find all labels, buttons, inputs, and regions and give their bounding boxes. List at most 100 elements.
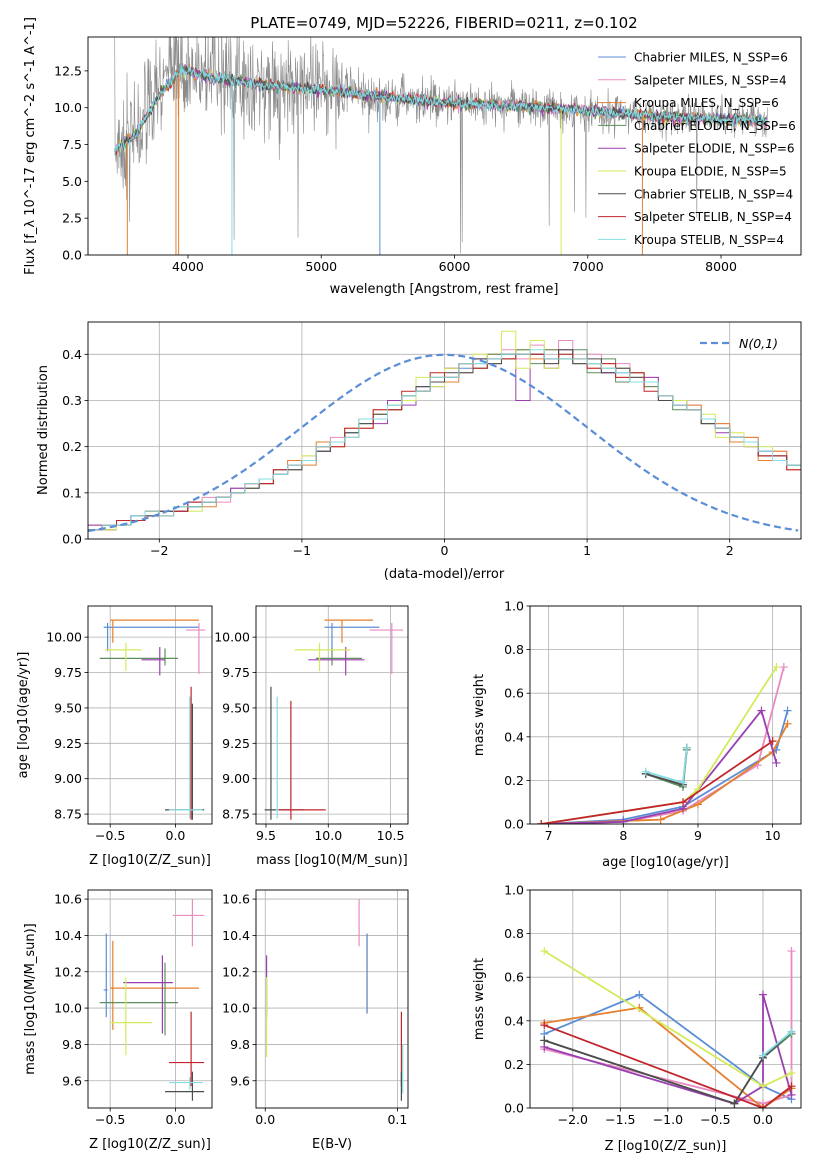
y-tick-label: 0.8 bbox=[504, 642, 524, 657]
weight-line bbox=[762, 1031, 793, 1057]
y-tick-label: 0.6 bbox=[504, 970, 524, 985]
weight-line bbox=[645, 747, 688, 786]
weight-marker bbox=[693, 800, 702, 809]
y-tick-label: 2.5 bbox=[62, 211, 82, 226]
x-tick-label: 10.0 bbox=[314, 828, 342, 843]
weight_vs_Z-xlabel: Z [log10(Z/Z_sun)] bbox=[605, 1139, 727, 1154]
x-tick-label: 10 bbox=[765, 828, 781, 843]
y-tick-label: 9.00 bbox=[222, 771, 250, 786]
weight-line bbox=[543, 1024, 793, 1108]
weight-marker bbox=[772, 758, 781, 767]
weight-marker bbox=[679, 778, 688, 787]
weight-marker bbox=[783, 719, 792, 728]
residuals-axes: −2 −1 0 1 2 0.0 0.1 0.2 0.3 0.4 bbox=[62, 322, 801, 558]
x-tick-label: 9 bbox=[694, 828, 702, 843]
weight-marker bbox=[772, 663, 781, 672]
spectrum-xlabel: wavelength [Angstrom, rest frame] bbox=[330, 282, 559, 297]
weight-marker bbox=[783, 706, 792, 715]
histogram-series bbox=[88, 349, 801, 531]
x-tick-label: 8 bbox=[619, 828, 627, 843]
age_vs_mass-axes: 9.5 10.0 10.5 8.75 9.00 9.25 9.50 9.75 10.00 bbox=[214, 606, 408, 843]
residuals-ylabel: Normed distribution bbox=[36, 365, 51, 495]
y-tick-label: 0.0 bbox=[62, 532, 82, 547]
y-tick-label: 12.5 bbox=[54, 63, 82, 78]
weight-marker bbox=[787, 1090, 796, 1099]
weight-marker bbox=[787, 947, 796, 956]
x-tick-label: 10.5 bbox=[377, 828, 405, 843]
mass_vs_ebv-frame bbox=[255, 889, 409, 1109]
mass_vs_Z-ylabel: mass [log10(M/M_sun)] bbox=[23, 923, 38, 1075]
y-tick-label: 10.00 bbox=[214, 630, 250, 645]
legend-label: Chabrier STELIB, N_SSP=4 bbox=[634, 187, 793, 201]
spectrum-legend: Chabrier MILES, N_SSP=6 Salpeter MILES, N… bbox=[598, 51, 796, 247]
x-tick-label: 8000 bbox=[705, 259, 737, 274]
weight_vs_Z-lines bbox=[540, 947, 796, 1108]
weight_vs_Z-frame bbox=[529, 889, 802, 1109]
histogram-series bbox=[88, 353, 801, 531]
weight-marker bbox=[682, 743, 691, 752]
weight-marker bbox=[679, 798, 688, 807]
y-tick-label: 8.75 bbox=[54, 807, 82, 822]
weight-marker bbox=[656, 815, 665, 824]
y-tick-label: 0.2 bbox=[62, 439, 82, 454]
x-tick-label: 0.0 bbox=[753, 1112, 773, 1127]
mass_vs_Z-xlabel: Z [log10(Z/Z_sun)] bbox=[89, 1137, 211, 1152]
weight-marker bbox=[619, 817, 628, 824]
mass_vs_ebv-xlabel: E(B-V) bbox=[312, 1137, 352, 1152]
y-tick-label: 10.2 bbox=[222, 964, 250, 979]
y-tick-label: 9.8 bbox=[62, 1037, 82, 1052]
weight-marker bbox=[758, 1082, 767, 1091]
x-tick-label: −1.0 bbox=[653, 1112, 683, 1127]
y-tick-label: 9.8 bbox=[230, 1037, 250, 1052]
x-tick-label: 6000 bbox=[439, 259, 471, 274]
histogram-series bbox=[88, 349, 801, 531]
mass_vs_Z-frame bbox=[87, 889, 213, 1109]
y-tick-label: 9.6 bbox=[62, 1073, 82, 1088]
weight-line bbox=[645, 747, 688, 784]
y-tick-label: 9.75 bbox=[54, 665, 82, 680]
legend-label: Chabrier MILES, N_SSP=6 bbox=[634, 51, 788, 65]
weight-marker bbox=[787, 1069, 796, 1078]
y-tick-label: 0.4 bbox=[504, 729, 524, 744]
x-tick-label: 5000 bbox=[305, 259, 337, 274]
y-tick-label: 10.0 bbox=[222, 1001, 250, 1016]
x-tick-label: 0.1 bbox=[387, 1112, 407, 1127]
histogram-series bbox=[88, 340, 801, 531]
y-tick-label: 10.6 bbox=[222, 892, 250, 907]
weight-marker bbox=[537, 820, 546, 824]
y-tick-label: 9.00 bbox=[54, 771, 82, 786]
histogram-series bbox=[88, 349, 801, 531]
spectrum-ylabel: Flux [f_λ 10^-17 erg cm^-2 s^-1 A^-1] bbox=[23, 17, 38, 275]
y-tick-label: 1.0 bbox=[504, 599, 524, 614]
y-tick-label: 9.50 bbox=[222, 700, 250, 715]
model-spectrum-line bbox=[114, 65, 768, 156]
y-tick-label: 9.6 bbox=[230, 1073, 250, 1088]
age_vs_Z-xlabel: Z [log10(Z/Z_sun)] bbox=[89, 853, 211, 868]
y-tick-label: 0.6 bbox=[504, 686, 524, 701]
gaussian-curve bbox=[88, 353, 799, 532]
weight-marker bbox=[787, 1082, 796, 1091]
x-tick-label: 0.0 bbox=[255, 1112, 275, 1127]
weight_vs_Z-ylabel: mass weight bbox=[472, 958, 487, 1040]
residuals-frame bbox=[87, 321, 802, 540]
weight-marker bbox=[768, 737, 777, 746]
histogram-series bbox=[88, 349, 801, 531]
weight_vs_age-ylabel: mass weight bbox=[472, 674, 487, 756]
y-tick-label: 10.2 bbox=[54, 964, 82, 979]
legend-label: Kroupa MILES, N_SSP=6 bbox=[634, 96, 779, 110]
x-tick-label: 1 bbox=[583, 543, 591, 558]
residuals-xlabel: (data-model)/error bbox=[384, 567, 505, 582]
histogram-series bbox=[88, 349, 801, 531]
x-tick-label: 9.5 bbox=[256, 828, 276, 843]
y-tick-label: 10.4 bbox=[222, 928, 250, 943]
weight_vs_age-lines bbox=[537, 663, 792, 824]
weight-marker bbox=[540, 947, 549, 956]
mass_vs_Z-axes: −0.5 0.0 9.6 9.8 10.0 10.2 10.4 10.6 bbox=[54, 890, 212, 1127]
y-tick-label: 9.75 bbox=[222, 665, 250, 680]
y-tick-label: 9.25 bbox=[222, 736, 250, 751]
x-tick-label: −2.0 bbox=[558, 1112, 588, 1127]
histogram-steps bbox=[88, 330, 801, 532]
weight-marker bbox=[758, 990, 767, 999]
y-tick-label: 10.0 bbox=[54, 100, 82, 115]
